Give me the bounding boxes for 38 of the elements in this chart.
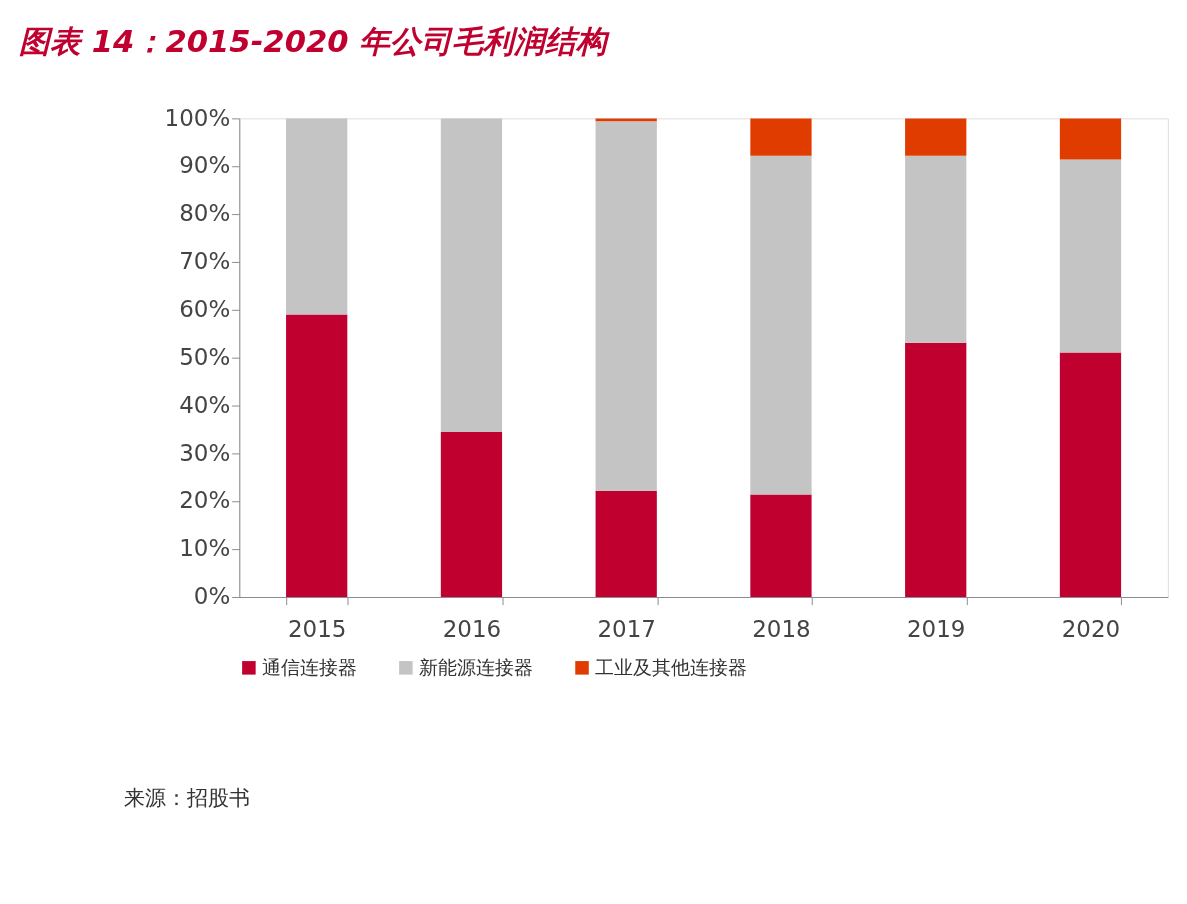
y-tick-label: 10% (179, 535, 231, 562)
bar (1059, 352, 1122, 598)
bar (750, 155, 812, 495)
bar (905, 155, 967, 343)
y-tick-label: 80% (179, 200, 231, 227)
x-tick-label: 2015 (287, 615, 347, 642)
bar (750, 494, 812, 598)
y-tick-label: 30% (179, 439, 231, 466)
y-tick-label: 70% (179, 248, 231, 275)
x-tick-label: 2017 (597, 615, 656, 642)
bar (905, 118, 967, 156)
x-tick-label: 2019 (906, 615, 966, 642)
bar (595, 118, 657, 122)
bar (440, 431, 503, 598)
bar (595, 121, 657, 491)
y-tick-label: 60% (179, 296, 231, 323)
y-tick-label: 20% (179, 487, 231, 514)
bar (1059, 118, 1122, 160)
x-tick-label: 2020 (1061, 615, 1121, 642)
bar (286, 314, 348, 598)
legend-label: 新能源连接器 (419, 655, 534, 679)
legend-label: 工业及其他连接器 (595, 655, 748, 679)
y-tick-label: 100% (164, 104, 231, 131)
bar (1059, 159, 1122, 353)
bar (750, 118, 812, 156)
y-tick-label: 0% (193, 583, 231, 610)
bar (286, 118, 348, 315)
chart-title: 图表 14：2015-2020 年公司毛利润结构 (19, 24, 611, 60)
y-tick-label: 90% (179, 152, 231, 179)
bar (595, 490, 657, 598)
y-tick-label: 40% (179, 391, 231, 418)
source-note: 来源：招股书 (124, 784, 251, 810)
x-tick-label: 2016 (442, 615, 502, 642)
y-tick-label: 50% (179, 343, 231, 370)
x-tick-label: 2018 (752, 615, 811, 642)
legend-label: 通信连接器 (262, 655, 358, 679)
bar (905, 342, 967, 598)
bar (440, 118, 503, 432)
